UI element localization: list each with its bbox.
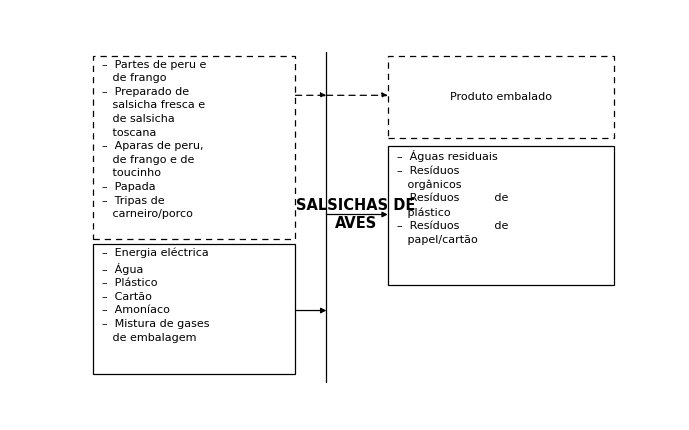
Text: –  Energia eléctrica
–  Água
–  Plástico
–  Cartão
–  Amoníaco
–  Mistura de gas: – Energia eléctrica – Água – Plástico – … <box>102 248 209 343</box>
Text: –  Partes de peru e
   de frango
–  Preparado de
   salsicha fresca e
   de sals: – Partes de peru e de frango – Preparado… <box>102 59 207 219</box>
Text: SALSICHAS DE
AVES: SALSICHAS DE AVES <box>296 198 415 231</box>
Text: –  Águas residuais
–  Resíduos
   orgânicos
–  Resíduos          de
   plástico
: – Águas residuais – Resíduos orgânicos –… <box>398 150 508 245</box>
Text: Produto embalado: Produto embalado <box>450 92 552 101</box>
Bar <box>92 55 296 239</box>
Bar <box>388 55 614 138</box>
Bar <box>92 244 296 375</box>
Bar <box>388 146 614 285</box>
